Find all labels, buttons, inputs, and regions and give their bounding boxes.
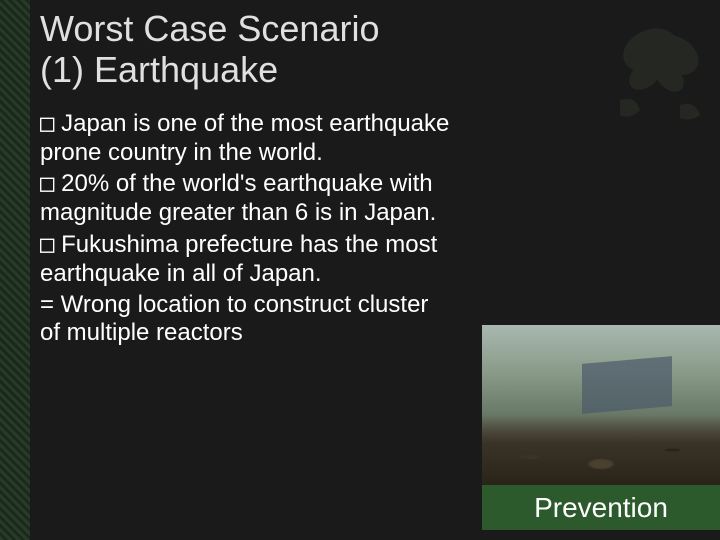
bullet-text: 20% of the world's earthquake with magni… — [40, 170, 436, 226]
decorative-left-border — [0, 0, 30, 540]
title-line-2: (1) Earthquake — [40, 49, 278, 90]
slide-content: Worst Case Scenario (1) Earthquake □ Jap… — [40, 8, 680, 350]
bullet-item: □ Japan is one of the most earthquake pr… — [40, 109, 450, 168]
bullet-marker: □ — [40, 230, 54, 258]
bullet-item: □ Fukushima prefecture has the most eart… — [40, 230, 450, 289]
image-debris — [482, 415, 720, 485]
conclusion-text: = Wrong location to construct cluster of… — [40, 291, 450, 349]
bullet-marker: □ — [40, 169, 54, 197]
slide-body: □ Japan is one of the most earthquake pr… — [40, 109, 450, 348]
bullet-item: □ 20% of the world's earthquake with mag… — [40, 169, 450, 228]
bullet-text: Fukushima prefecture has the most earthq… — [40, 231, 437, 287]
image-caption: Prevention — [534, 492, 668, 524]
earthquake-damage-image — [482, 325, 720, 485]
title-line-1: Worst Case Scenario — [40, 8, 379, 49]
image-building — [582, 356, 672, 414]
image-caption-bar: Prevention — [482, 485, 720, 530]
slide-title: Worst Case Scenario (1) Earthquake — [40, 8, 680, 91]
bullet-text: Japan is one of the most earthquake pron… — [40, 110, 449, 166]
bullet-marker: □ — [40, 109, 54, 137]
